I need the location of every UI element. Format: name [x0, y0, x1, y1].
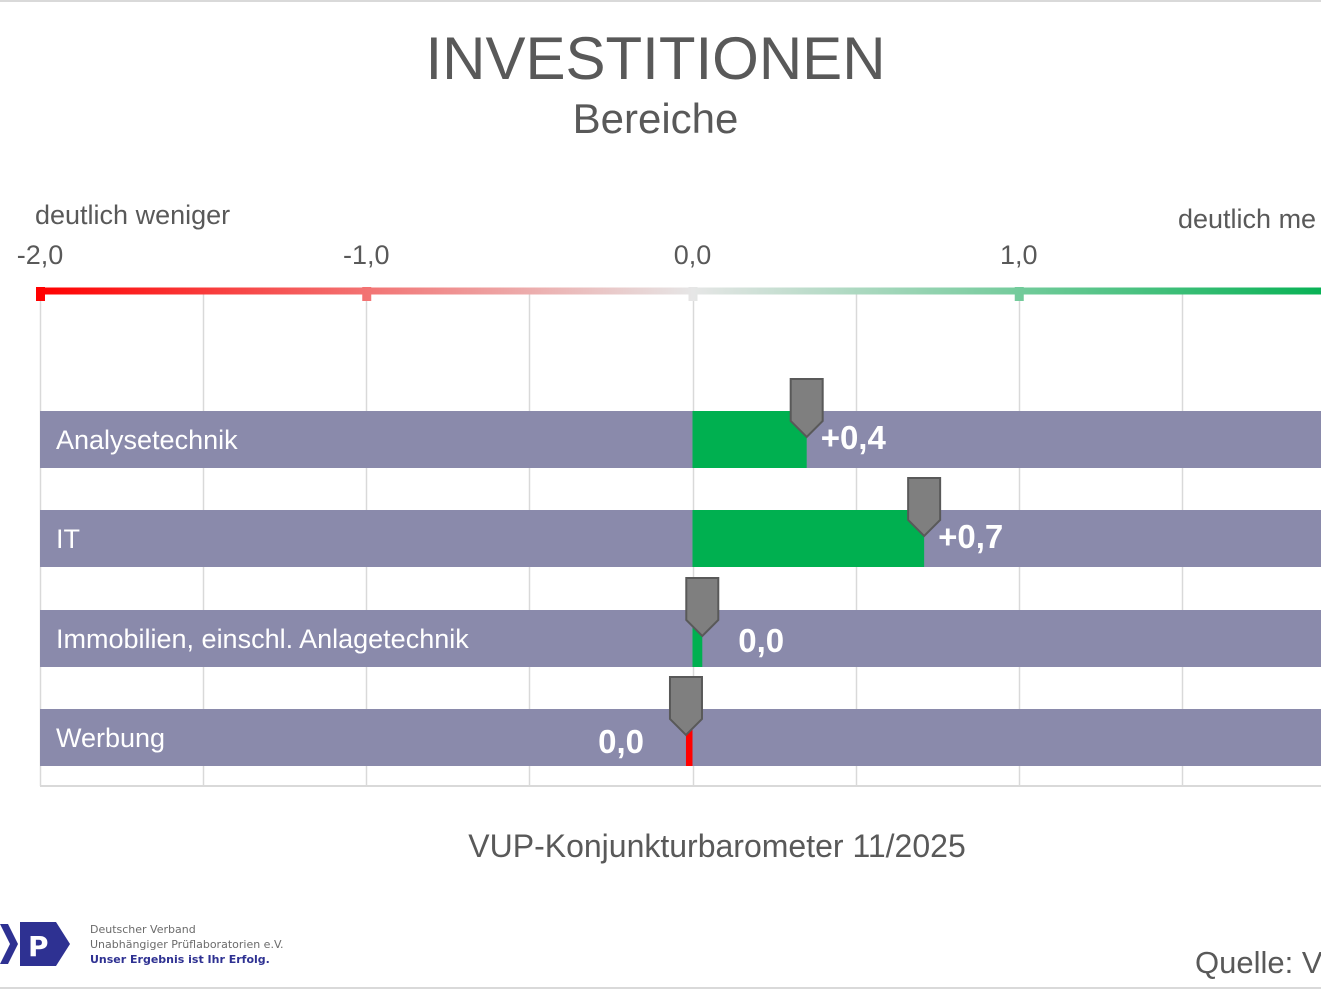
top-border	[0, 0, 1321, 2]
x-tick-label: -1,0	[343, 240, 390, 270]
logo-text: Deutscher Verband Unabhängiger Prüflabor…	[90, 922, 284, 967]
logo-line2: Unabhängiger Prüflaboratorien e.V.	[90, 938, 284, 951]
x-tick-label: 1,0	[1000, 240, 1038, 270]
logo-letter: P	[28, 930, 49, 963]
source-line: VUP-Konjunkturbarometer 11/2025	[468, 828, 966, 864]
logo-line1: Deutscher Verband	[90, 923, 196, 936]
category-label: Analysetechnik	[56, 425, 238, 455]
value-label: 0,0	[598, 723, 644, 760]
category-label: Werbung	[56, 723, 165, 753]
category-label: Immobilien, einschl. Anlagetechnik	[56, 624, 469, 654]
scale-right-label: deutlich me	[1178, 204, 1317, 234]
category-band	[40, 510, 1321, 567]
logo-chevron-icon	[0, 924, 18, 964]
value-marker-icon	[907, 477, 942, 538]
quelle-label: Quelle: V	[1195, 945, 1321, 980]
scale-left-label: deutlich weniger	[35, 200, 231, 230]
chart-subtitle: Bereiche	[572, 95, 739, 142]
category-label: IT	[56, 524, 80, 554]
x-tick-label: 0,0	[674, 240, 712, 270]
value-label: +0,7	[938, 518, 1003, 555]
scale-tick-mark	[36, 287, 45, 301]
logo-tagline: Unser Ergebnis ist Ihr Erfolg.	[90, 953, 270, 966]
logo-arrow-icon	[20, 922, 70, 966]
scale-tick-mark	[362, 287, 372, 301]
value-marker-icon	[668, 676, 703, 737]
vup-logo: P	[0, 922, 70, 966]
scale-tick-mark	[688, 287, 698, 301]
value-bar	[692, 411, 807, 468]
value-label: 0,0	[738, 622, 784, 659]
value-marker-icon	[789, 378, 824, 439]
chart-title: INVESTITIONEN	[425, 25, 886, 92]
category-band	[40, 610, 1321, 667]
value-bar	[685, 709, 693, 766]
value-marker-icon	[685, 577, 720, 638]
scale-tick-mark	[1014, 287, 1024, 301]
value-bar	[692, 510, 925, 567]
bottom-border	[0, 987, 1321, 989]
category-band	[40, 411, 1321, 468]
value-label: +0,4	[821, 419, 887, 456]
x-tick-label: -2,0	[17, 240, 64, 270]
value-bar	[692, 610, 703, 667]
